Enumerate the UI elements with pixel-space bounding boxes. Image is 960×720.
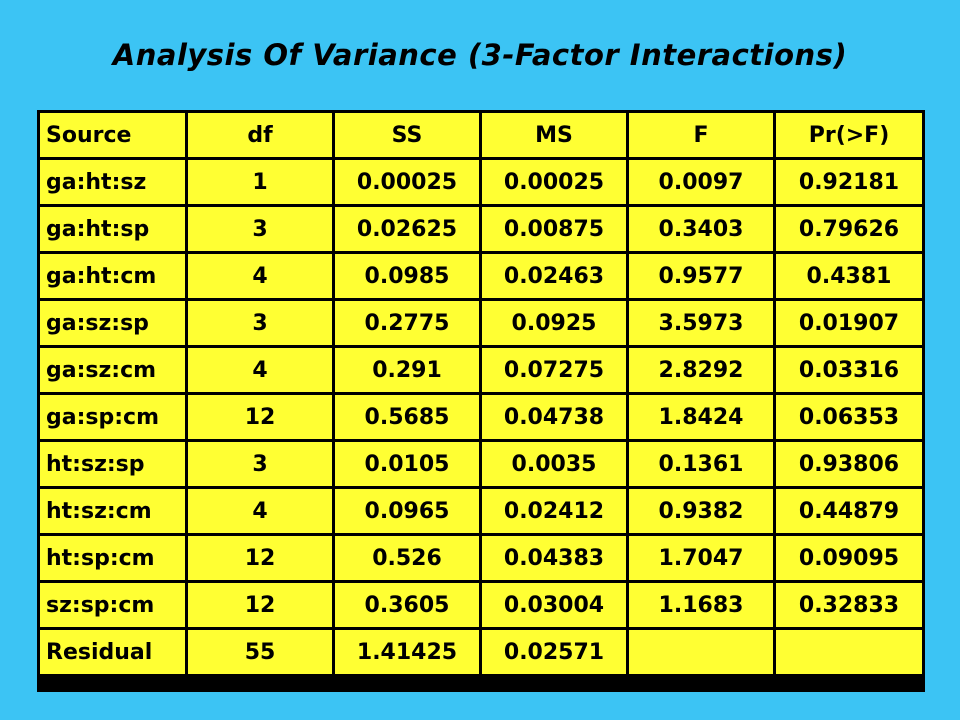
table-row: ga:ht:sp 3 0.02625 0.00875 0.3403 0.79626 bbox=[40, 207, 922, 254]
pr-f-cell: 0.32833 bbox=[776, 583, 922, 630]
ss-cell: 0.0985 bbox=[335, 254, 482, 301]
source-cell: ht:sz:sp bbox=[40, 442, 188, 489]
f-cell: 1.1683 bbox=[629, 583, 776, 630]
df-cell: 3 bbox=[188, 207, 335, 254]
pr-f-cell: 0.01907 bbox=[776, 301, 922, 348]
ss-cell: 0.291 bbox=[335, 348, 482, 395]
column-header-pr-f: Pr(>F) bbox=[776, 113, 922, 160]
source-cell: sz:sp:cm bbox=[40, 583, 188, 630]
ms-cell: 0.0925 bbox=[482, 301, 629, 348]
df-cell: 12 bbox=[188, 395, 335, 442]
table-row: ht:sz:cm 4 0.0965 0.02412 0.9382 0.44879 bbox=[40, 489, 922, 536]
f-cell: 0.3403 bbox=[629, 207, 776, 254]
df-cell: 12 bbox=[188, 583, 335, 630]
ss-cell: 0.3605 bbox=[335, 583, 482, 630]
df-cell: 4 bbox=[188, 348, 335, 395]
ms-cell: 0.02571 bbox=[482, 630, 629, 674]
pr-f-cell: 0.79626 bbox=[776, 207, 922, 254]
ms-cell: 0.04383 bbox=[482, 536, 629, 583]
ms-cell: 0.02463 bbox=[482, 254, 629, 301]
df-cell: 3 bbox=[188, 301, 335, 348]
column-header-ms: MS bbox=[482, 113, 629, 160]
source-cell: ga:sz:sp bbox=[40, 301, 188, 348]
ss-cell: 0.5685 bbox=[335, 395, 482, 442]
column-header-f: F bbox=[629, 113, 776, 160]
ms-cell: 0.07275 bbox=[482, 348, 629, 395]
ms-cell: 0.02412 bbox=[482, 489, 629, 536]
source-cell: ht:sz:cm bbox=[40, 489, 188, 536]
f-cell: 1.8424 bbox=[629, 395, 776, 442]
slide-title: Analysis Of Variance (3-Factor Interacti… bbox=[112, 38, 848, 72]
pr-f-cell: 0.09095 bbox=[776, 536, 922, 583]
df-cell: 3 bbox=[188, 442, 335, 489]
ss-cell: 0.02625 bbox=[335, 207, 482, 254]
ms-cell: 0.0035 bbox=[482, 442, 629, 489]
f-cell: 0.9577 bbox=[629, 254, 776, 301]
table-row: ga:sz:sp 3 0.2775 0.0925 3.5973 0.01907 bbox=[40, 301, 922, 348]
df-cell: 12 bbox=[188, 536, 335, 583]
source-cell: ga:ht:sp bbox=[40, 207, 188, 254]
table-row: Residual 55 1.41425 0.02571 bbox=[40, 630, 922, 674]
df-cell: 55 bbox=[188, 630, 335, 674]
pr-f-cell: 0.93806 bbox=[776, 442, 922, 489]
ss-cell: 0.0105 bbox=[335, 442, 482, 489]
source-cell: ga:ht:cm bbox=[40, 254, 188, 301]
source-cell: ht:sp:cm bbox=[40, 536, 188, 583]
ss-cell: 0.526 bbox=[335, 536, 482, 583]
table-header-row: Source df SS MS F Pr(>F) bbox=[40, 113, 922, 160]
pr-f-cell: 0.92181 bbox=[776, 160, 922, 207]
ss-cell: 0.00025 bbox=[335, 160, 482, 207]
f-cell: 0.9382 bbox=[629, 489, 776, 536]
df-cell: 4 bbox=[188, 489, 335, 536]
anova-table: Source df SS MS F Pr(>F) ga:ht:sz 1 0.0002… bbox=[40, 113, 922, 674]
table-row: ga:sz:cm 4 0.291 0.07275 2.8292 0.03316 bbox=[40, 348, 922, 395]
ms-cell: 0.00875 bbox=[482, 207, 629, 254]
ms-cell: 0.04738 bbox=[482, 395, 629, 442]
f-cell: 1.7047 bbox=[629, 536, 776, 583]
table-row: ga:ht:cm 4 0.0985 0.02463 0.9577 0.4381 bbox=[40, 254, 922, 301]
table-row: ht:sp:cm 12 0.526 0.04383 1.7047 0.09095 bbox=[40, 536, 922, 583]
ss-cell: 0.0965 bbox=[335, 489, 482, 536]
column-header-ss: SS bbox=[335, 113, 482, 160]
source-cell: ga:sp:cm bbox=[40, 395, 188, 442]
ms-cell: 0.03004 bbox=[482, 583, 629, 630]
f-cell: 0.0097 bbox=[629, 160, 776, 207]
pr-f-cell: 0.4381 bbox=[776, 254, 922, 301]
df-cell: 1 bbox=[188, 160, 335, 207]
f-cell: 2.8292 bbox=[629, 348, 776, 395]
table-row: ht:sz:sp 3 0.0105 0.0035 0.1361 0.93806 bbox=[40, 442, 922, 489]
column-header-source: Source bbox=[40, 113, 188, 160]
source-cell: Residual bbox=[40, 630, 188, 674]
df-cell: 4 bbox=[188, 254, 335, 301]
f-cell bbox=[629, 630, 776, 674]
table-row: sz:sp:cm 12 0.3605 0.03004 1.1683 0.32833 bbox=[40, 583, 922, 630]
pr-f-cell bbox=[776, 630, 922, 674]
pr-f-cell: 0.44879 bbox=[776, 489, 922, 536]
ss-cell: 1.41425 bbox=[335, 630, 482, 674]
ms-cell: 0.00025 bbox=[482, 160, 629, 207]
anova-table-frame: Source df SS MS F Pr(>F) ga:ht:sz 1 0.0002… bbox=[37, 110, 925, 692]
f-cell: 0.1361 bbox=[629, 442, 776, 489]
column-header-df: df bbox=[188, 113, 335, 160]
ss-cell: 0.2775 bbox=[335, 301, 482, 348]
source-cell: ga:sz:cm bbox=[40, 348, 188, 395]
table-row: ga:ht:sz 1 0.00025 0.00025 0.0097 0.92181 bbox=[40, 160, 922, 207]
table-row: ga:sp:cm 12 0.5685 0.04738 1.8424 0.06353 bbox=[40, 395, 922, 442]
f-cell: 3.5973 bbox=[629, 301, 776, 348]
pr-f-cell: 0.06353 bbox=[776, 395, 922, 442]
pr-f-cell: 0.03316 bbox=[776, 348, 922, 395]
source-cell: ga:ht:sz bbox=[40, 160, 188, 207]
